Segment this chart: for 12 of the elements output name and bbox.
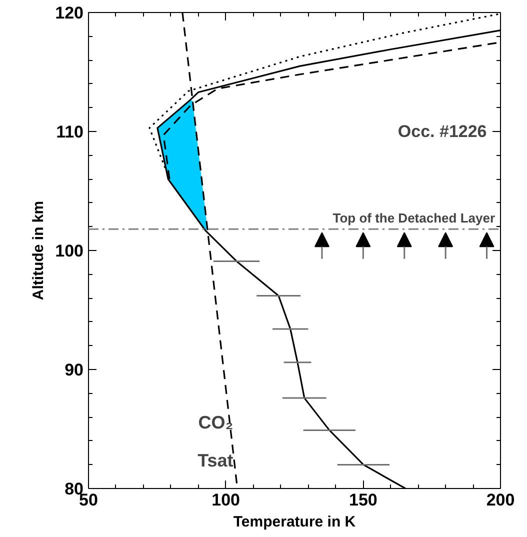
y-tick-label: 110 [56,122,84,142]
series-label: CO₂ Tsat [198,412,234,471]
y-axis-title: Altitude in km [30,200,48,300]
y-tick-label: 100 [55,242,84,260]
annotation: Occ. #1226 [398,122,487,142]
x-tick-label: 200 [486,490,515,510]
ref-line-label: Top of the Detached Layer [332,210,496,226]
x-tick-label: 100 [212,490,240,510]
x-axis-title: Temperature in K [233,514,356,530]
y-tick-label: 90 [64,360,84,380]
x-tick-label: 150 [348,490,378,510]
y-tick-label: 120 [55,4,84,22]
